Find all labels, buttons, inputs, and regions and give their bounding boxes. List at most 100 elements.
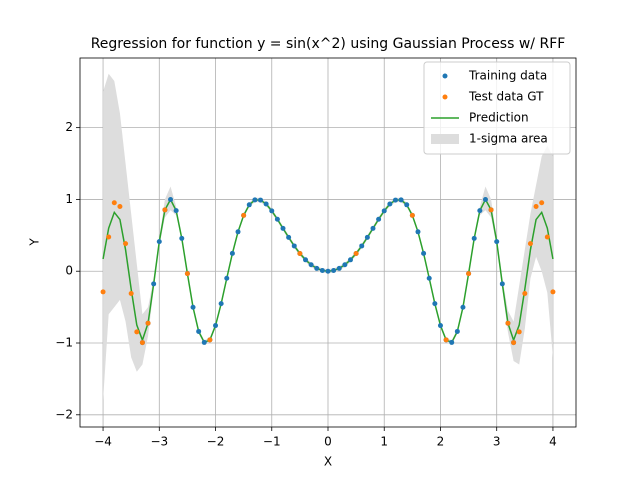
- data-point: [168, 196, 174, 202]
- data-point: [516, 329, 522, 335]
- data-point: [522, 291, 528, 297]
- data-point: [297, 250, 303, 256]
- data-point: [145, 320, 151, 326]
- data-point: [342, 262, 348, 268]
- x-tick-label: −1: [263, 435, 281, 449]
- data-point: [494, 239, 500, 245]
- data-point: [404, 202, 410, 208]
- x-tick-label: 0: [324, 435, 332, 449]
- data-point: [156, 239, 162, 245]
- data-point: [252, 197, 258, 203]
- data-point: [241, 212, 247, 218]
- legend-box: [423, 61, 571, 155]
- data-point: [454, 328, 460, 334]
- x-tick-label: −2: [207, 435, 225, 449]
- data-point: [426, 275, 432, 281]
- data-point: [280, 225, 286, 231]
- data-point: [544, 234, 550, 240]
- plot-area: [100, 73, 556, 401]
- data-point: [471, 235, 477, 241]
- data-point: [246, 202, 252, 208]
- data-point: [274, 216, 280, 222]
- x-tick-label: 2: [437, 435, 445, 449]
- data-point: [398, 197, 404, 203]
- data-point: [527, 241, 533, 247]
- data-point: [218, 301, 224, 307]
- data-point: [353, 250, 359, 256]
- data-point: [179, 235, 185, 241]
- data-point: [190, 304, 196, 310]
- x-tick-label: 4: [549, 435, 557, 449]
- data-point: [370, 225, 376, 231]
- data-point: [347, 257, 353, 263]
- legend-label: 1-sigma area: [469, 132, 548, 146]
- data-point: [409, 212, 415, 218]
- data-point: [319, 267, 325, 273]
- data-point: [207, 337, 213, 343]
- legend-marker: [442, 94, 448, 100]
- data-point: [460, 304, 466, 310]
- data-point: [106, 234, 112, 240]
- data-point: [443, 337, 449, 343]
- data-point: [466, 271, 472, 277]
- y-tick-label: 1: [65, 192, 73, 206]
- data-point: [432, 301, 438, 307]
- y-tick-label: −2: [55, 407, 73, 421]
- data-point: [128, 291, 134, 297]
- x-tick-label: −4: [94, 435, 112, 449]
- data-point: [117, 203, 123, 209]
- data-point: [229, 250, 235, 256]
- y-tick-label: 2: [65, 120, 73, 134]
- data-point: [151, 281, 157, 287]
- data-point: [533, 203, 539, 209]
- legend-label: Prediction: [469, 111, 529, 125]
- y-tick-label: 0: [65, 264, 73, 278]
- data-point: [162, 207, 168, 213]
- data-point: [387, 201, 393, 207]
- data-point: [269, 208, 275, 214]
- data-point: [258, 197, 264, 203]
- legend-marker: [431, 134, 459, 144]
- data-point: [364, 234, 370, 240]
- data-point: [173, 208, 179, 214]
- data-point: [331, 267, 337, 273]
- data-point: [550, 289, 556, 295]
- x-axis-label: X: [324, 455, 332, 469]
- data-point: [201, 339, 207, 345]
- x-tick-label: 1: [380, 435, 388, 449]
- data-point: [392, 197, 398, 203]
- chart-title: Regression for function y = sin(x^2) usi…: [91, 36, 566, 52]
- data-point: [505, 320, 511, 326]
- data-point: [235, 229, 241, 235]
- legend-marker: [442, 73, 448, 79]
- data-point: [314, 265, 320, 271]
- data-point: [415, 229, 421, 235]
- data-point: [325, 268, 331, 274]
- data-point: [336, 265, 342, 271]
- data-point: [123, 241, 129, 247]
- legend-label: Training data: [468, 69, 547, 83]
- data-point: [184, 271, 190, 277]
- data-point: [263, 201, 269, 207]
- y-tick-label: −1: [55, 336, 73, 350]
- y-axis-label: Y: [28, 238, 42, 247]
- data-point: [511, 340, 517, 346]
- data-point: [499, 281, 505, 287]
- data-point: [539, 200, 545, 206]
- data-point: [488, 207, 494, 213]
- legend-label: Test data GT: [468, 90, 544, 104]
- data-point: [308, 262, 314, 268]
- data-point: [224, 275, 230, 281]
- data-point: [139, 340, 145, 346]
- data-point: [196, 328, 202, 334]
- x-tick-label: 3: [493, 435, 501, 449]
- data-point: [291, 243, 297, 249]
- data-point: [449, 339, 455, 345]
- x-tick-label: −3: [150, 435, 168, 449]
- data-point: [437, 323, 443, 329]
- data-point: [477, 208, 483, 214]
- data-point: [381, 208, 387, 214]
- data-point: [421, 250, 427, 256]
